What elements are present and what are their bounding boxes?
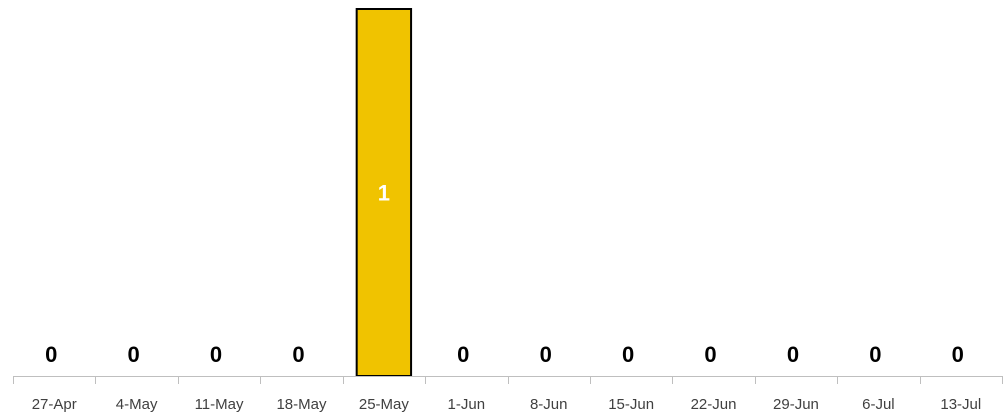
data-label: 0: [540, 342, 552, 367]
x-tick-label: 15-Jun: [608, 396, 654, 413]
data-label: 0: [45, 342, 57, 367]
x-tick-label: 13-Jul: [940, 396, 981, 413]
data-labels: 0 0 0 0 1 0 0 0 0 0 0 0: [45, 181, 964, 368]
x-tick-label: 8-Jun: [530, 396, 568, 413]
data-label: 0: [292, 342, 304, 367]
data-label: 0: [622, 342, 634, 367]
x-tick-label: 1-Jun: [448, 396, 486, 413]
x-tick-label: 25-May: [359, 396, 410, 413]
x-axis-ticks: [13, 376, 1003, 384]
x-axis-tick-labels: 27-Apr 4-May 11-May 18-May 25-May 1-Jun 8-Jun 1…: [32, 396, 982, 413]
data-label: 1: [378, 181, 390, 206]
x-tick-label: 27-Apr: [32, 396, 77, 413]
x-tick-label: 22-Jun: [691, 396, 737, 413]
x-tick-label: 4-May: [116, 396, 158, 413]
x-tick-label: 29-Jun: [773, 396, 819, 413]
x-tick-label: 6-Jul: [862, 396, 895, 413]
data-label: 0: [952, 342, 964, 367]
x-tick-label: 11-May: [195, 396, 244, 413]
data-label: 0: [704, 342, 716, 367]
data-label: 0: [787, 342, 799, 367]
data-label: 0: [128, 342, 140, 367]
bars-layer: [355, 8, 413, 377]
bar-25-May: [355, 8, 413, 377]
x-tick-label: 18-May: [276, 396, 327, 413]
data-label: 0: [457, 342, 469, 367]
data-label: 0: [869, 342, 881, 367]
data-label: 0: [210, 342, 222, 367]
